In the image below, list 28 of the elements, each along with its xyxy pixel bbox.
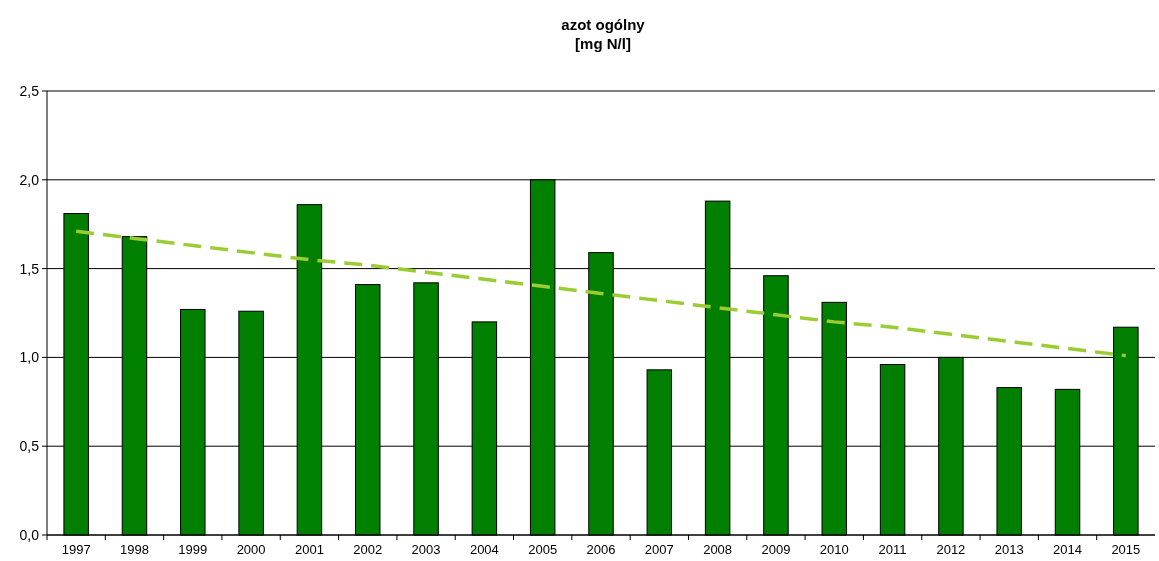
x-tick-label: 2003 xyxy=(411,542,441,557)
x-tick-label: 1998 xyxy=(120,542,149,557)
chart-title: azot ogólny xyxy=(561,16,646,33)
x-tick-label: 2001 xyxy=(294,542,324,557)
y-tick-label: 1,5 xyxy=(19,260,40,277)
x-tick-label: 1999 xyxy=(178,542,208,557)
x-tick-label: 2007 xyxy=(644,542,674,557)
x-tick-label: 2013 xyxy=(994,542,1024,557)
y-tick-label: 1,0 xyxy=(19,349,40,366)
y-tick-label: 0,5 xyxy=(19,438,40,455)
chart-subtitle: [mg N/l] xyxy=(575,35,631,52)
x-tick-label: 2004 xyxy=(469,542,499,557)
x-tick-label: 1997 xyxy=(61,542,91,557)
y-tick-label: 2,0 xyxy=(19,171,40,188)
x-tick-label: 2011 xyxy=(878,542,907,557)
x-tick-label: 2012 xyxy=(936,542,966,557)
y-tick-label: 2,5 xyxy=(19,82,40,99)
x-tick-label: 2008 xyxy=(703,542,733,557)
x-tick-label: 2010 xyxy=(819,542,849,557)
x-tick-label: 2014 xyxy=(1053,542,1082,557)
x-tick-label: 2002 xyxy=(353,542,383,557)
x-tick-label: 2005 xyxy=(528,542,558,557)
x-tick-label: 2000 xyxy=(236,542,266,557)
line-series xyxy=(74,229,1128,358)
y-tick-label: 0,0 xyxy=(19,526,40,543)
x-tick-label: 2009 xyxy=(761,542,791,557)
x-tick-label: 2015 xyxy=(1111,542,1141,557)
x-tick-label: 2006 xyxy=(586,542,616,557)
